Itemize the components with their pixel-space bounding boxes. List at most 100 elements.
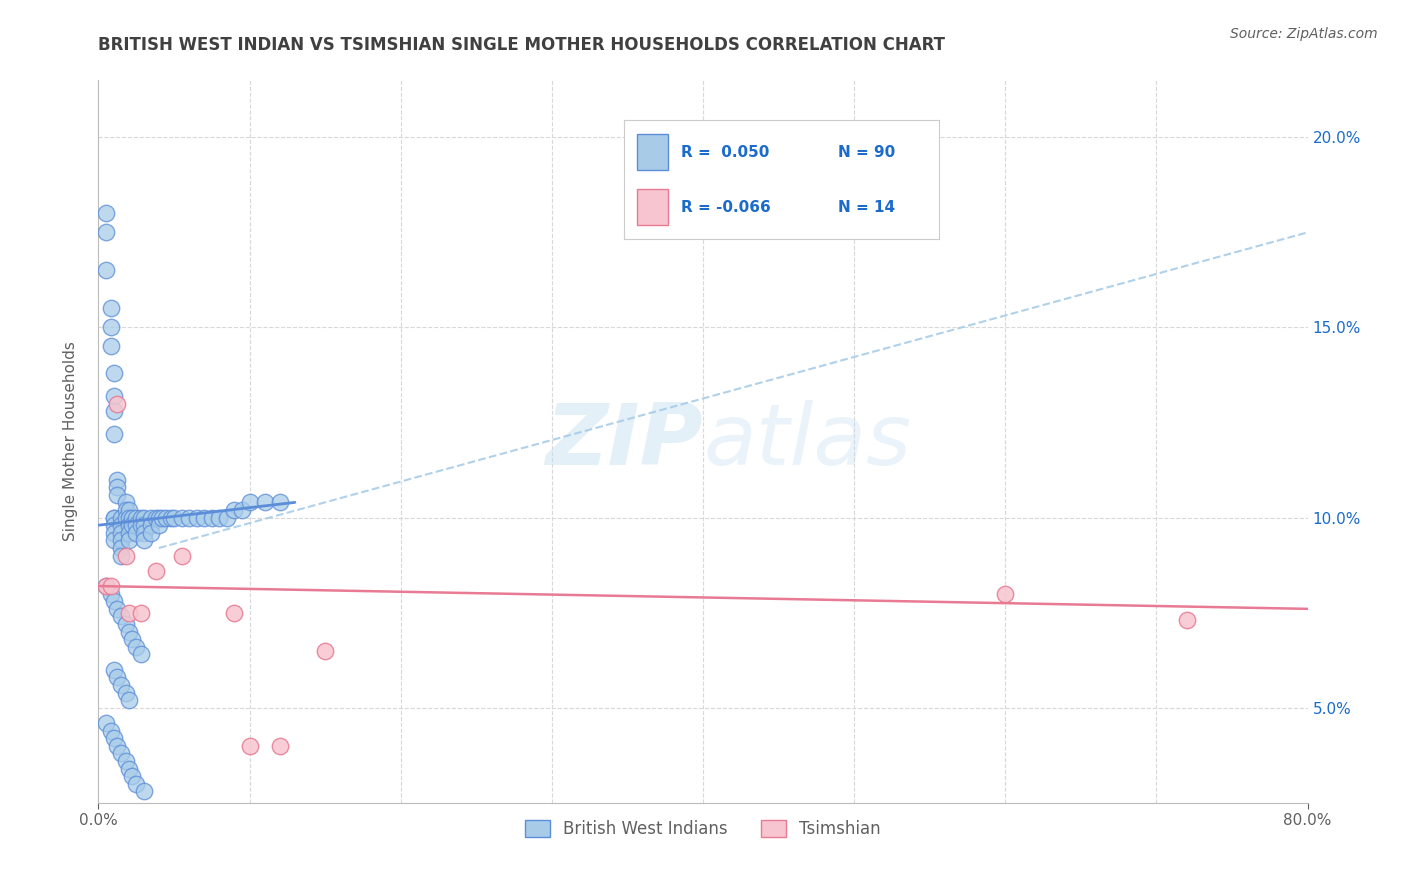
- Point: [114, 503, 136, 517]
- Point: [253, 495, 276, 509]
- Point: [1175, 613, 1198, 627]
- Point: [314, 643, 336, 657]
- Point: [155, 510, 177, 524]
- Point: [150, 510, 173, 524]
- Point: [129, 510, 152, 524]
- Point: [163, 510, 186, 524]
- Point: [118, 606, 141, 620]
- Point: [208, 510, 231, 524]
- Point: [145, 510, 167, 524]
- Point: [201, 510, 224, 524]
- Text: ZIP: ZIP: [546, 400, 703, 483]
- Point: [114, 754, 136, 768]
- Point: [160, 510, 183, 524]
- Point: [118, 518, 141, 533]
- Text: BRITISH WEST INDIAN VS TSIMSHIAN SINGLE MOTHER HOUSEHOLDS CORRELATION CHART: BRITISH WEST INDIAN VS TSIMSHIAN SINGLE …: [98, 36, 945, 54]
- Point: [125, 640, 148, 654]
- Point: [129, 648, 152, 662]
- Text: Source: ZipAtlas.com: Source: ZipAtlas.com: [1230, 27, 1378, 41]
- Y-axis label: Single Mother Households: Single Mother Households: [63, 342, 77, 541]
- Point: [224, 503, 246, 517]
- Point: [100, 301, 122, 316]
- Point: [110, 747, 132, 761]
- Point: [125, 525, 148, 540]
- Point: [105, 480, 128, 494]
- Point: [118, 510, 141, 524]
- Point: [105, 396, 128, 410]
- Point: [103, 663, 125, 677]
- Point: [141, 518, 163, 533]
- Point: [125, 518, 148, 533]
- Point: [231, 503, 253, 517]
- Point: [94, 263, 117, 277]
- Point: [125, 510, 148, 524]
- Text: atlas: atlas: [703, 400, 911, 483]
- Point: [224, 606, 246, 620]
- Point: [129, 518, 152, 533]
- Point: [114, 495, 136, 509]
- Point: [118, 624, 141, 639]
- Point: [114, 510, 136, 524]
- Point: [103, 366, 125, 380]
- Point: [103, 525, 125, 540]
- Point: [170, 549, 193, 563]
- Point: [239, 495, 262, 509]
- Point: [110, 525, 132, 540]
- Point: [105, 602, 128, 616]
- Point: [118, 693, 141, 707]
- Legend: British West Indians, Tsimshian: British West Indians, Tsimshian: [519, 814, 887, 845]
- Point: [103, 426, 125, 441]
- Point: [118, 525, 141, 540]
- Point: [103, 731, 125, 746]
- Point: [110, 510, 132, 524]
- Point: [105, 739, 128, 753]
- Point: [110, 609, 132, 624]
- Point: [121, 518, 143, 533]
- Point: [132, 510, 155, 524]
- Point: [215, 510, 238, 524]
- Point: [94, 226, 117, 240]
- Point: [103, 389, 125, 403]
- Point: [105, 488, 128, 502]
- Point: [145, 564, 167, 578]
- Point: [100, 579, 122, 593]
- Point: [118, 533, 141, 548]
- Point: [148, 510, 170, 524]
- Point: [100, 587, 122, 601]
- Point: [100, 723, 122, 738]
- Point: [110, 533, 132, 548]
- Point: [994, 587, 1017, 601]
- Point: [110, 518, 132, 533]
- Point: [114, 685, 136, 699]
- Point: [132, 784, 155, 798]
- Point: [132, 533, 155, 548]
- Point: [129, 606, 152, 620]
- Point: [125, 777, 148, 791]
- Point: [100, 339, 122, 353]
- Point: [94, 206, 117, 220]
- Point: [110, 678, 132, 692]
- Point: [239, 739, 262, 753]
- Point: [103, 510, 125, 524]
- Point: [141, 510, 163, 524]
- Point: [105, 670, 128, 684]
- Point: [105, 473, 128, 487]
- Point: [141, 525, 163, 540]
- Point: [103, 594, 125, 608]
- Point: [148, 518, 170, 533]
- Point: [121, 510, 143, 524]
- Point: [121, 769, 143, 783]
- Point: [114, 617, 136, 632]
- Point: [94, 715, 117, 730]
- Point: [100, 320, 122, 334]
- Point: [186, 510, 208, 524]
- Point: [132, 518, 155, 533]
- Point: [103, 510, 125, 524]
- Point: [103, 404, 125, 418]
- Point: [94, 579, 117, 593]
- Point: [110, 549, 132, 563]
- Point: [103, 533, 125, 548]
- Point: [114, 549, 136, 563]
- Point: [269, 739, 291, 753]
- Point: [170, 510, 193, 524]
